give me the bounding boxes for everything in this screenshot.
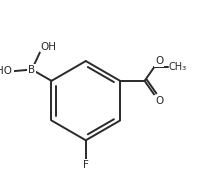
Text: F: F	[83, 160, 89, 170]
Text: CH₃: CH₃	[168, 62, 186, 72]
Text: HO: HO	[0, 66, 12, 76]
Text: B: B	[28, 65, 35, 74]
Text: OH: OH	[41, 41, 57, 51]
Text: O: O	[155, 56, 164, 66]
Text: O: O	[155, 96, 164, 106]
